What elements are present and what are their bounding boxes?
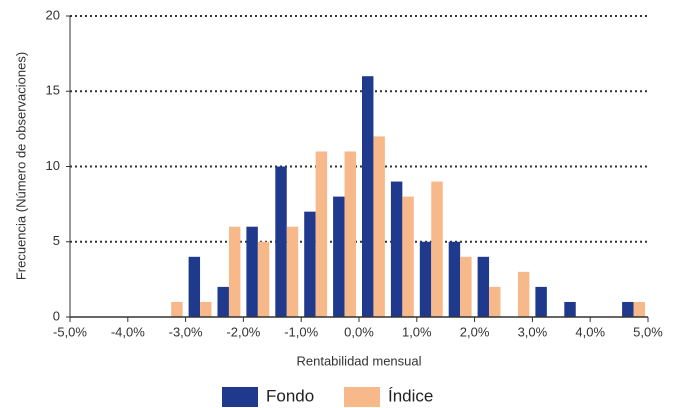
bar — [535, 286, 547, 317]
y-axis-title: Frecuencia (Número de observaciones) — [13, 52, 28, 280]
bar — [419, 241, 432, 317]
bar — [217, 286, 229, 317]
x-axis-title: Rentabilidad mensual — [296, 353, 421, 368]
bar — [200, 301, 212, 317]
legend-swatch — [222, 387, 258, 407]
bar — [390, 181, 403, 317]
bar — [257, 241, 270, 317]
x-tick-label: 1,0% — [402, 324, 432, 339]
bar — [304, 211, 316, 317]
bar — [315, 151, 328, 317]
x-tick-label: -1,0% — [284, 324, 318, 339]
bar — [477, 256, 490, 317]
bar — [460, 256, 472, 317]
bar — [517, 271, 530, 317]
bar — [333, 196, 345, 317]
bar — [373, 136, 385, 317]
x-tick-label: 5,0% — [633, 324, 663, 339]
bar — [489, 286, 501, 317]
bar — [622, 301, 634, 317]
y-tick-label: 20 — [46, 7, 60, 22]
y-tick-label: 0 — [53, 308, 60, 323]
bar — [431, 181, 443, 317]
bar — [402, 196, 414, 317]
bar — [171, 301, 183, 317]
bar — [228, 226, 241, 317]
x-tick-label: 3,0% — [518, 324, 548, 339]
legend-label: Fondo — [266, 386, 314, 405]
bar — [246, 226, 258, 317]
x-tick-label: 4,0% — [575, 324, 605, 339]
y-tick-label: 10 — [46, 158, 60, 173]
x-tick-label: 0,0% — [344, 324, 374, 339]
bar — [344, 151, 356, 317]
bar — [362, 76, 374, 317]
bar — [633, 301, 645, 317]
y-tick-label: 5 — [53, 233, 60, 248]
bar — [448, 241, 461, 317]
x-tick-label: 2,0% — [460, 324, 490, 339]
bar — [275, 166, 287, 317]
bar — [286, 226, 299, 317]
y-tick-label: 15 — [46, 83, 60, 98]
legend-swatch — [344, 387, 380, 407]
x-tick-label: -4,0% — [111, 324, 145, 339]
bar — [188, 256, 201, 317]
x-tick-label: -5,0% — [53, 324, 87, 339]
legend-label: Índice — [388, 386, 433, 405]
bar — [564, 301, 576, 317]
x-tick-label: -2,0% — [226, 324, 260, 339]
x-tick-label: -3,0% — [169, 324, 203, 339]
